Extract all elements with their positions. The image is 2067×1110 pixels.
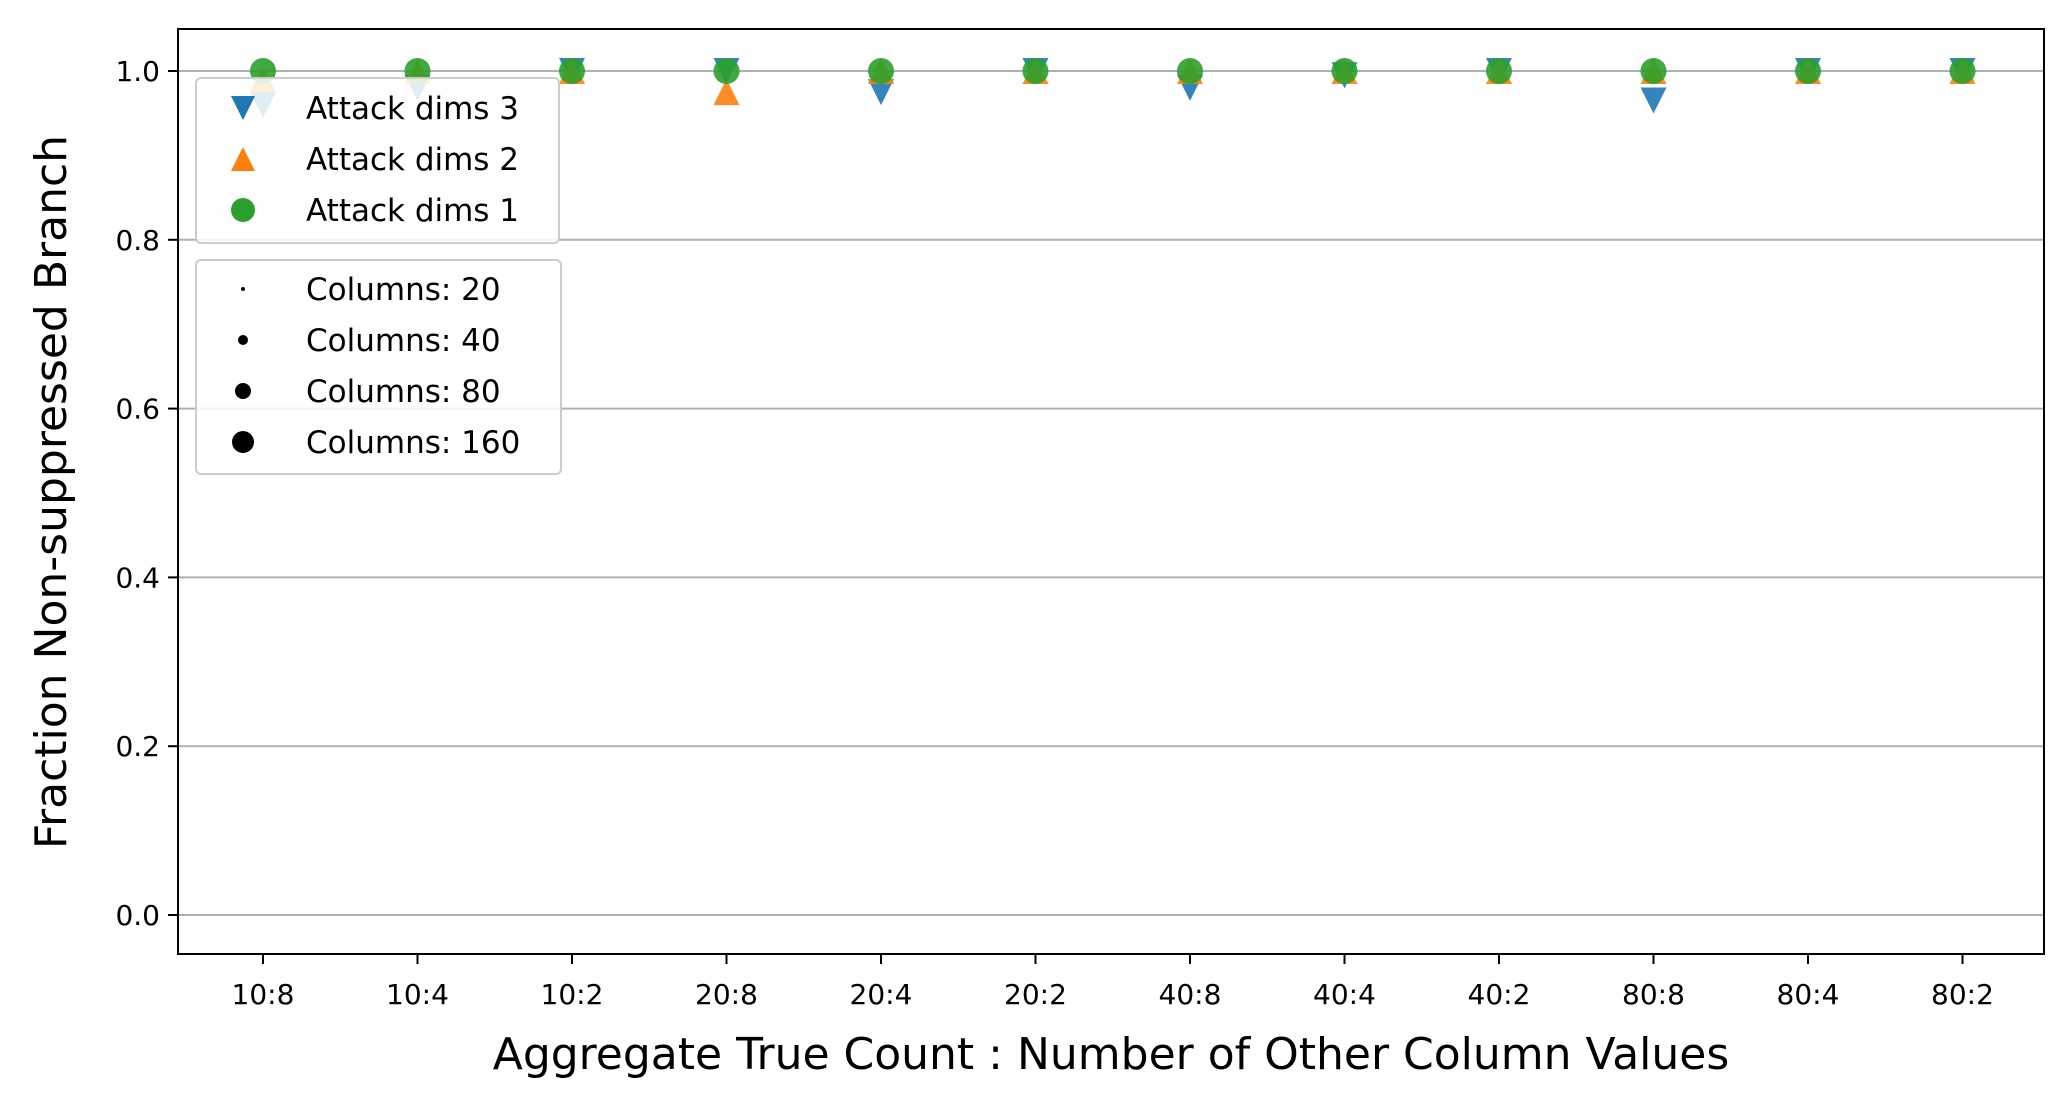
y-tick-label: 0.4 <box>115 561 160 594</box>
x-tick-label: 10:2 <box>541 978 604 1011</box>
legend-label: Attack dims 1 <box>306 193 519 229</box>
data-point <box>1331 58 1358 84</box>
x-axis-label: Aggregate True Count : Number of Other C… <box>493 1029 1730 1080</box>
y-tick-label: 0.2 <box>115 730 160 763</box>
data-point <box>1949 58 1976 84</box>
legend-sizes: Columns: 20 Columns: 40 Columns: 80 Columns… <box>195 259 562 475</box>
x-tick-label: 10:4 <box>386 978 449 1011</box>
legend-size-marker <box>235 383 251 399</box>
legend-size-marker <box>232 431 254 453</box>
data-point <box>1022 58 1049 84</box>
legend-label: Columns: 40 <box>306 323 501 359</box>
plot-frame <box>177 28 2045 955</box>
y-axis-ticks: 0.0 0.2 0.4 0.6 0.8 1.0 <box>115 55 178 932</box>
x-tick-label: 10:8 <box>232 978 295 1011</box>
legend-marker <box>231 147 255 171</box>
y-axis-label: Fraction Non-suppressed Branch <box>26 135 77 849</box>
legend-marker <box>231 198 255 222</box>
x-tick-label: 20:2 <box>1004 978 1067 1011</box>
data-point <box>713 79 740 106</box>
x-tick-label: 40:2 <box>1468 978 1531 1011</box>
legend-label: Attack dims 2 <box>306 142 519 178</box>
y-tick-label: 0.0 <box>115 899 160 932</box>
x-axis-ticks: 10:8 10:4 10:2 20:8 20:4 20:2 40:8 40:4 40:2 80:8… <box>232 954 1994 1011</box>
y-tick-label: 0.8 <box>115 224 160 257</box>
data-point <box>868 79 894 106</box>
x-tick-label: 40:4 <box>1313 978 1376 1011</box>
x-tick-label: 40:8 <box>1159 978 1222 1011</box>
x-tick-label: 20:8 <box>695 978 758 1011</box>
y-tick-label: 0.6 <box>115 393 160 426</box>
data-point <box>1795 58 1821 84</box>
legend-size-marker <box>238 335 248 345</box>
x-tick-label: 80:4 <box>1777 978 1840 1011</box>
legend-label: Attack dims 3 <box>306 91 519 127</box>
legend-label: Columns: 80 <box>306 374 501 410</box>
data-point <box>713 58 740 84</box>
data-point <box>1177 58 1203 84</box>
legend-marker <box>231 96 255 120</box>
legend-box <box>195 259 562 475</box>
data-point <box>559 58 585 84</box>
x-tick-label: 80:2 <box>1931 978 1994 1011</box>
legend-label: Columns: 160 <box>306 425 520 461</box>
data-point <box>1486 58 1512 84</box>
x-tick-label: 80:8 <box>1622 978 1685 1011</box>
y-tick-label: 1.0 <box>115 55 160 88</box>
data-point <box>868 58 894 84</box>
legend-size-marker <box>241 287 245 291</box>
x-tick-label: 20:4 <box>850 978 913 1011</box>
legend-box <box>195 77 560 244</box>
data-point <box>1640 58 1667 84</box>
legend-label: Columns: 20 <box>306 272 501 308</box>
data-point <box>1640 87 1667 114</box>
legend-series: Attack dims 3 Attack dims 2 Attack dims 1 <box>195 77 560 244</box>
